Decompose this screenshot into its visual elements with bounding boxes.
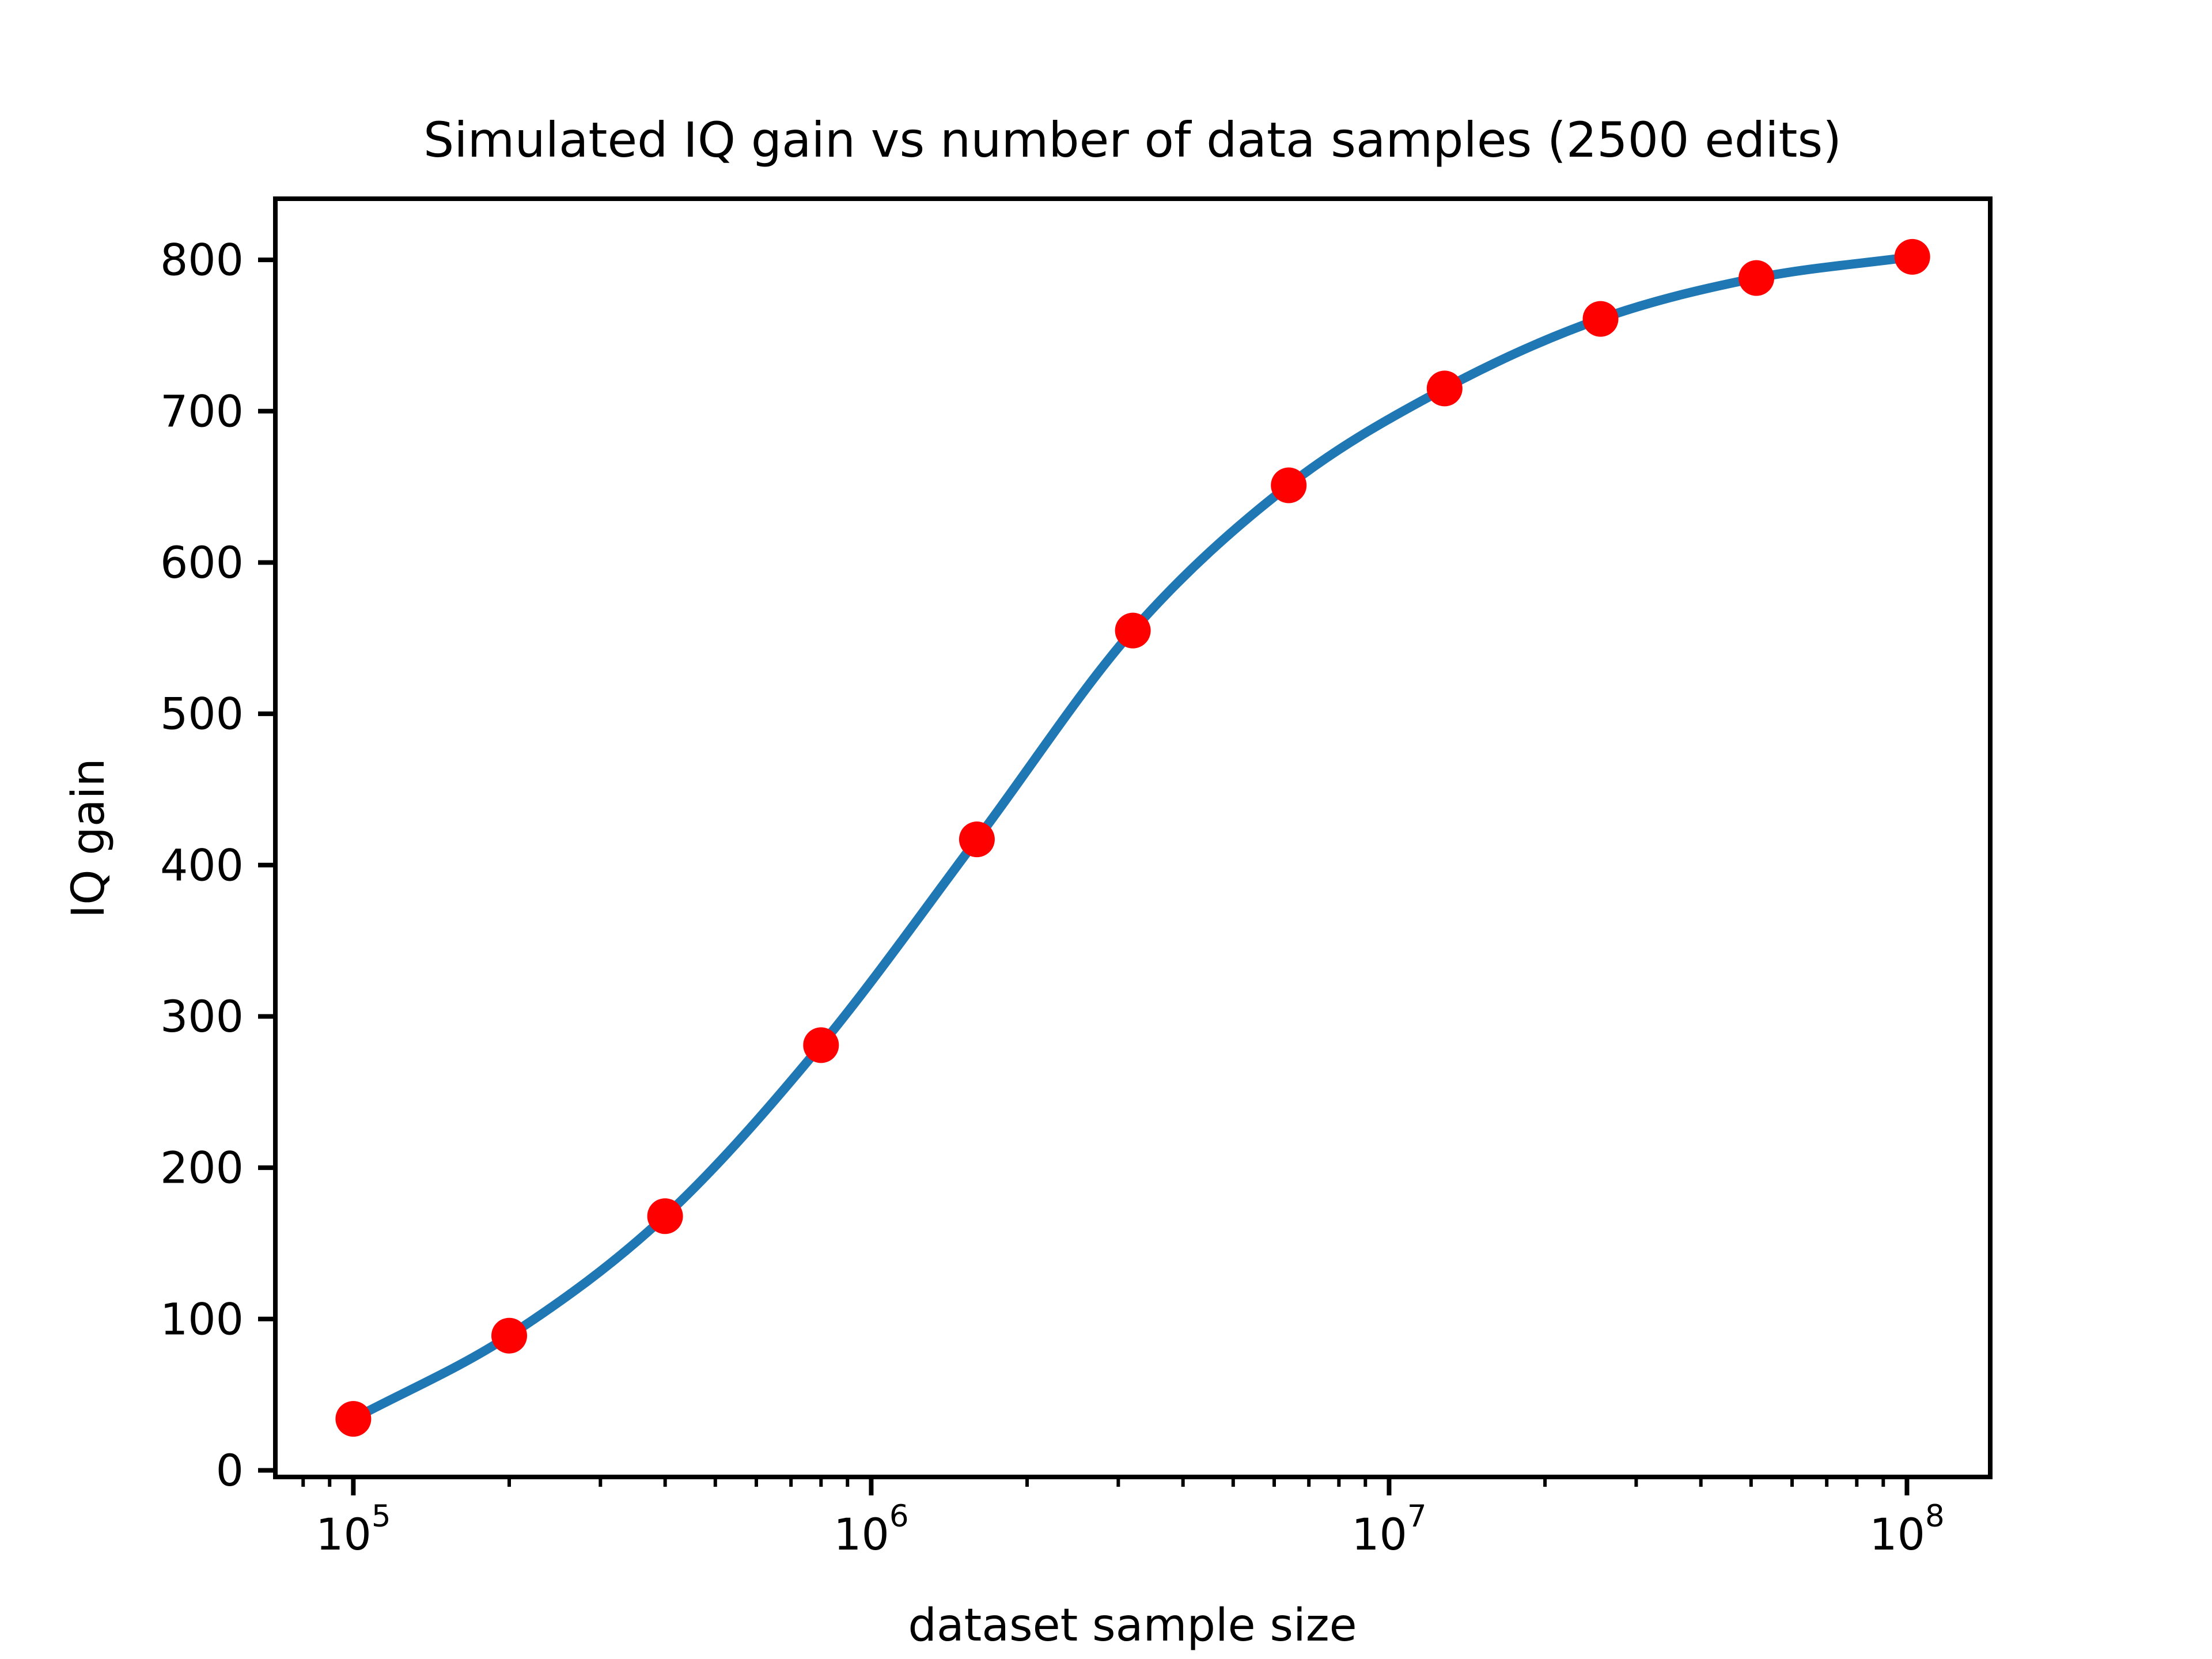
data-point — [1738, 260, 1775, 296]
y-axis-label: IQ gain — [63, 758, 115, 918]
x-tick-label: 107 — [1351, 1499, 1426, 1560]
y-tick-label: 500 — [160, 688, 244, 740]
y-tick-label: 100 — [160, 1293, 244, 1344]
data-point — [1271, 467, 1307, 503]
data-point — [335, 1401, 372, 1437]
x-tick-label: 106 — [834, 1499, 908, 1560]
data-point — [647, 1198, 683, 1234]
data-point — [1426, 370, 1463, 407]
plot-area: 105 106 107 108 0 100 200 300 400 500 600 700 800 — [160, 196, 1993, 1560]
data-point — [803, 1027, 839, 1063]
data-point — [491, 1317, 527, 1354]
plot-frame — [273, 196, 1993, 1479]
data-point — [1894, 238, 1930, 275]
x-tick-label: 105 — [316, 1499, 391, 1560]
data-point — [1582, 301, 1619, 337]
y-tick-label: 0 — [216, 1445, 244, 1496]
y-tick-label: 700 — [160, 385, 244, 437]
y-tick-label: 600 — [160, 537, 244, 588]
y-tick-label: 400 — [160, 839, 244, 891]
data-point — [1115, 612, 1151, 649]
y-tick-label: 800 — [160, 234, 244, 286]
data-point — [959, 821, 995, 858]
chart-title: Simulated IQ gain vs number of data samp… — [423, 112, 1842, 168]
data-line — [351, 252, 1913, 1423]
x-axis-label: dataset sample size — [908, 1600, 1357, 1652]
x-tick-label: 108 — [1869, 1499, 1944, 1560]
y-tick-label: 300 — [160, 991, 244, 1042]
y-tick-label: 200 — [160, 1142, 244, 1194]
